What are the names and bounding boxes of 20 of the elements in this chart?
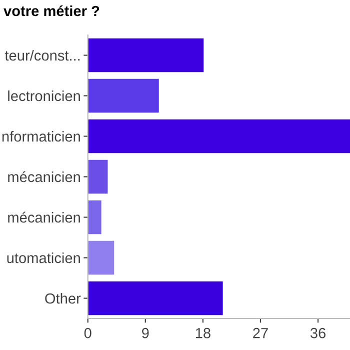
y-tick-label: mécanicien: [8, 171, 80, 182]
chart-title: votre métier ?: [4, 5, 100, 16]
bar: [88, 78, 159, 113]
y-tick-label: lectronicien: [8, 90, 80, 102]
x-tick-label: 27: [253, 328, 268, 338]
y-tick-label: mécanicien: [8, 212, 80, 223]
x-tick-label: 18: [196, 328, 210, 338]
y-tick-label: Other: [45, 292, 81, 304]
bar: [88, 200, 102, 234]
y-tick-label: utomaticien: [7, 252, 80, 264]
bar: [88, 160, 108, 194]
x-tick-label: 0: [84, 328, 92, 338]
y-tick-label: nformaticien: [2, 130, 80, 142]
bar: [88, 119, 350, 154]
bar: [88, 38, 204, 72]
x-tick-label: 36: [310, 328, 326, 338]
bar: [88, 240, 114, 275]
x-tick-label: 9: [142, 328, 149, 338]
y-tick-label: teur/const...: [4, 50, 80, 61]
bar: [88, 281, 223, 316]
